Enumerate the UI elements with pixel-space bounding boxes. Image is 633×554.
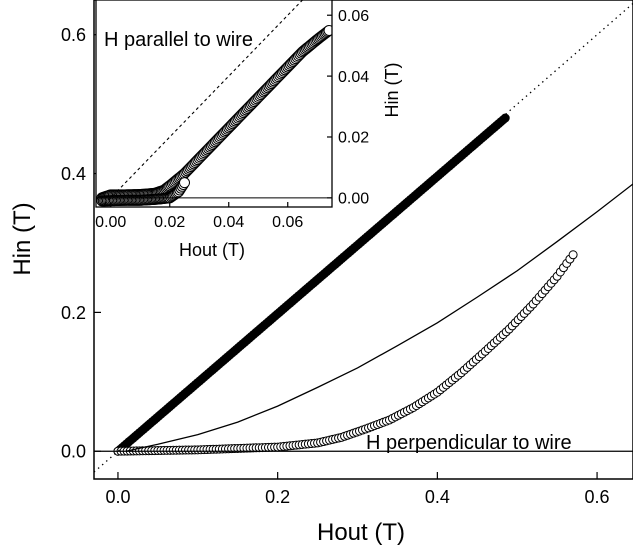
y-tick-label: 0.4 [61,164,86,184]
data-point [323,24,332,36]
y-tick-label: 0.0 [61,442,86,462]
x-tick-label: 0.4 [425,487,450,507]
inset-y-axis-label: Hin (T) [382,63,402,118]
x-tick-label: 0.0 [105,487,130,507]
data-point [500,113,510,123]
y-tick-label: 0.00 [338,191,369,208]
data-point [568,250,578,260]
y-tick-label: 0.6 [61,25,86,45]
y-axis-label: Hin (T) [9,202,36,275]
series-line-3 [94,2,633,473]
plot-area [94,2,633,473]
x-tick-label: 0.6 [585,487,610,507]
annotation-parallel: H parallel to wire [104,29,253,51]
plot-frame [93,0,633,480]
x-tick-label: 0.04 [213,214,244,231]
annotation-perpendicular: H perpendicular to wire [366,432,572,454]
x-axis-label: Hout (T) [317,519,405,546]
plot-area [96,0,332,207]
inset-x-axis-label: Hout (T) [179,240,245,260]
y-tick-label: 0.06 [338,8,369,25]
inset-chart: 0.00 0.02 0.04 0.06 0.00 0.02 0.04 0.06 Hout (T)… [95,0,402,260]
y-tick-label: 0.04 [338,69,369,86]
plot-frame [95,0,333,208]
x-tick-label: 0.06 [272,214,303,231]
x-tick-label: 0.00 [95,214,126,231]
x-tick-label: 0.2 [265,487,290,507]
main-chart: 0.0 0.2 0.4 0.6 0.0 0.2 0.4 0.6 Hout (T) Hin (T) H… [9,0,633,546]
y-tick-label: 0.02 [338,130,369,147]
data-point [179,177,190,189]
series-line-2 [125,183,633,452]
y-tick-label: 0.2 [61,303,86,323]
x-tick-label: 0.02 [154,214,185,231]
